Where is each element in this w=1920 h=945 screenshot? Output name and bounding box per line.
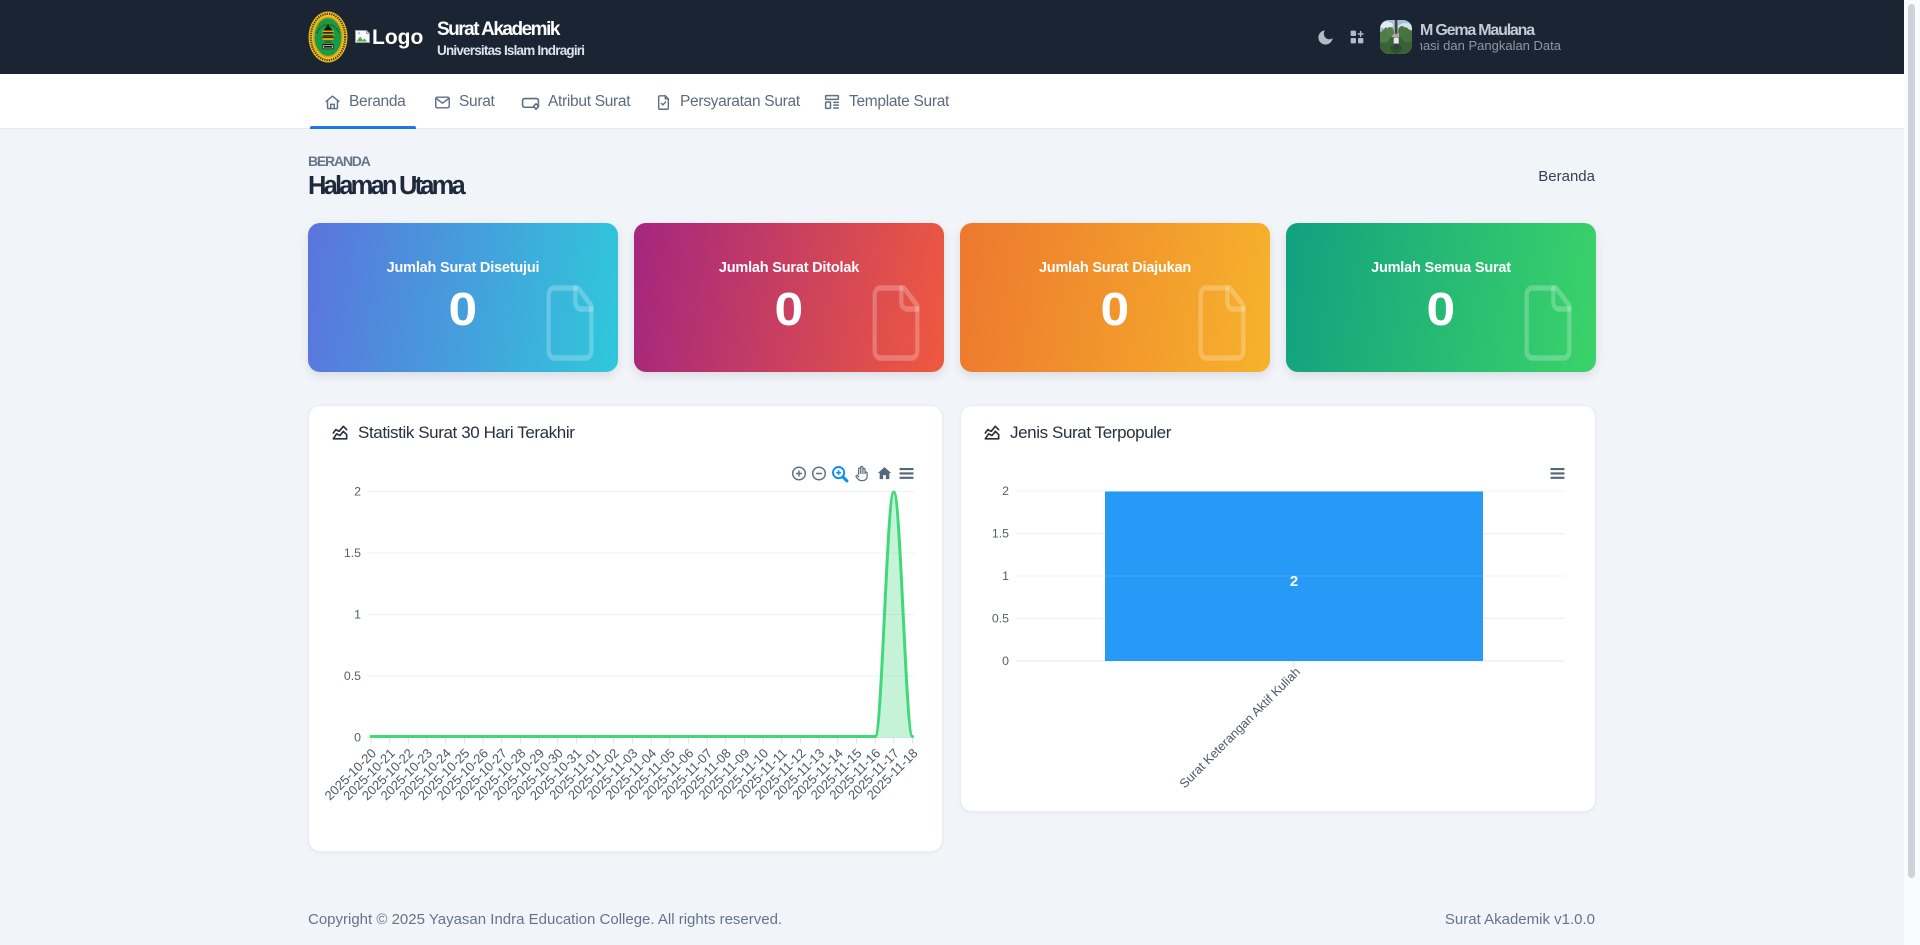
svg-text:1.5: 1.5 (344, 546, 361, 560)
svg-text:1: 1 (1002, 569, 1009, 583)
svg-text:0: 0 (354, 731, 361, 745)
svg-text:2: 2 (1002, 484, 1009, 498)
svg-text:0.5: 0.5 (992, 612, 1009, 626)
svg-text:1: 1 (354, 608, 361, 622)
svg-text:2: 2 (354, 485, 361, 499)
svg-text:Surat Keterangan Aktif Kuliah: Surat Keterangan Aktif Kuliah (1177, 665, 1303, 791)
svg-text:2: 2 (1290, 573, 1298, 590)
svg-text:1.5: 1.5 (992, 527, 1009, 541)
svg-text:0: 0 (1002, 654, 1009, 668)
svg-text:0.5: 0.5 (344, 669, 361, 683)
